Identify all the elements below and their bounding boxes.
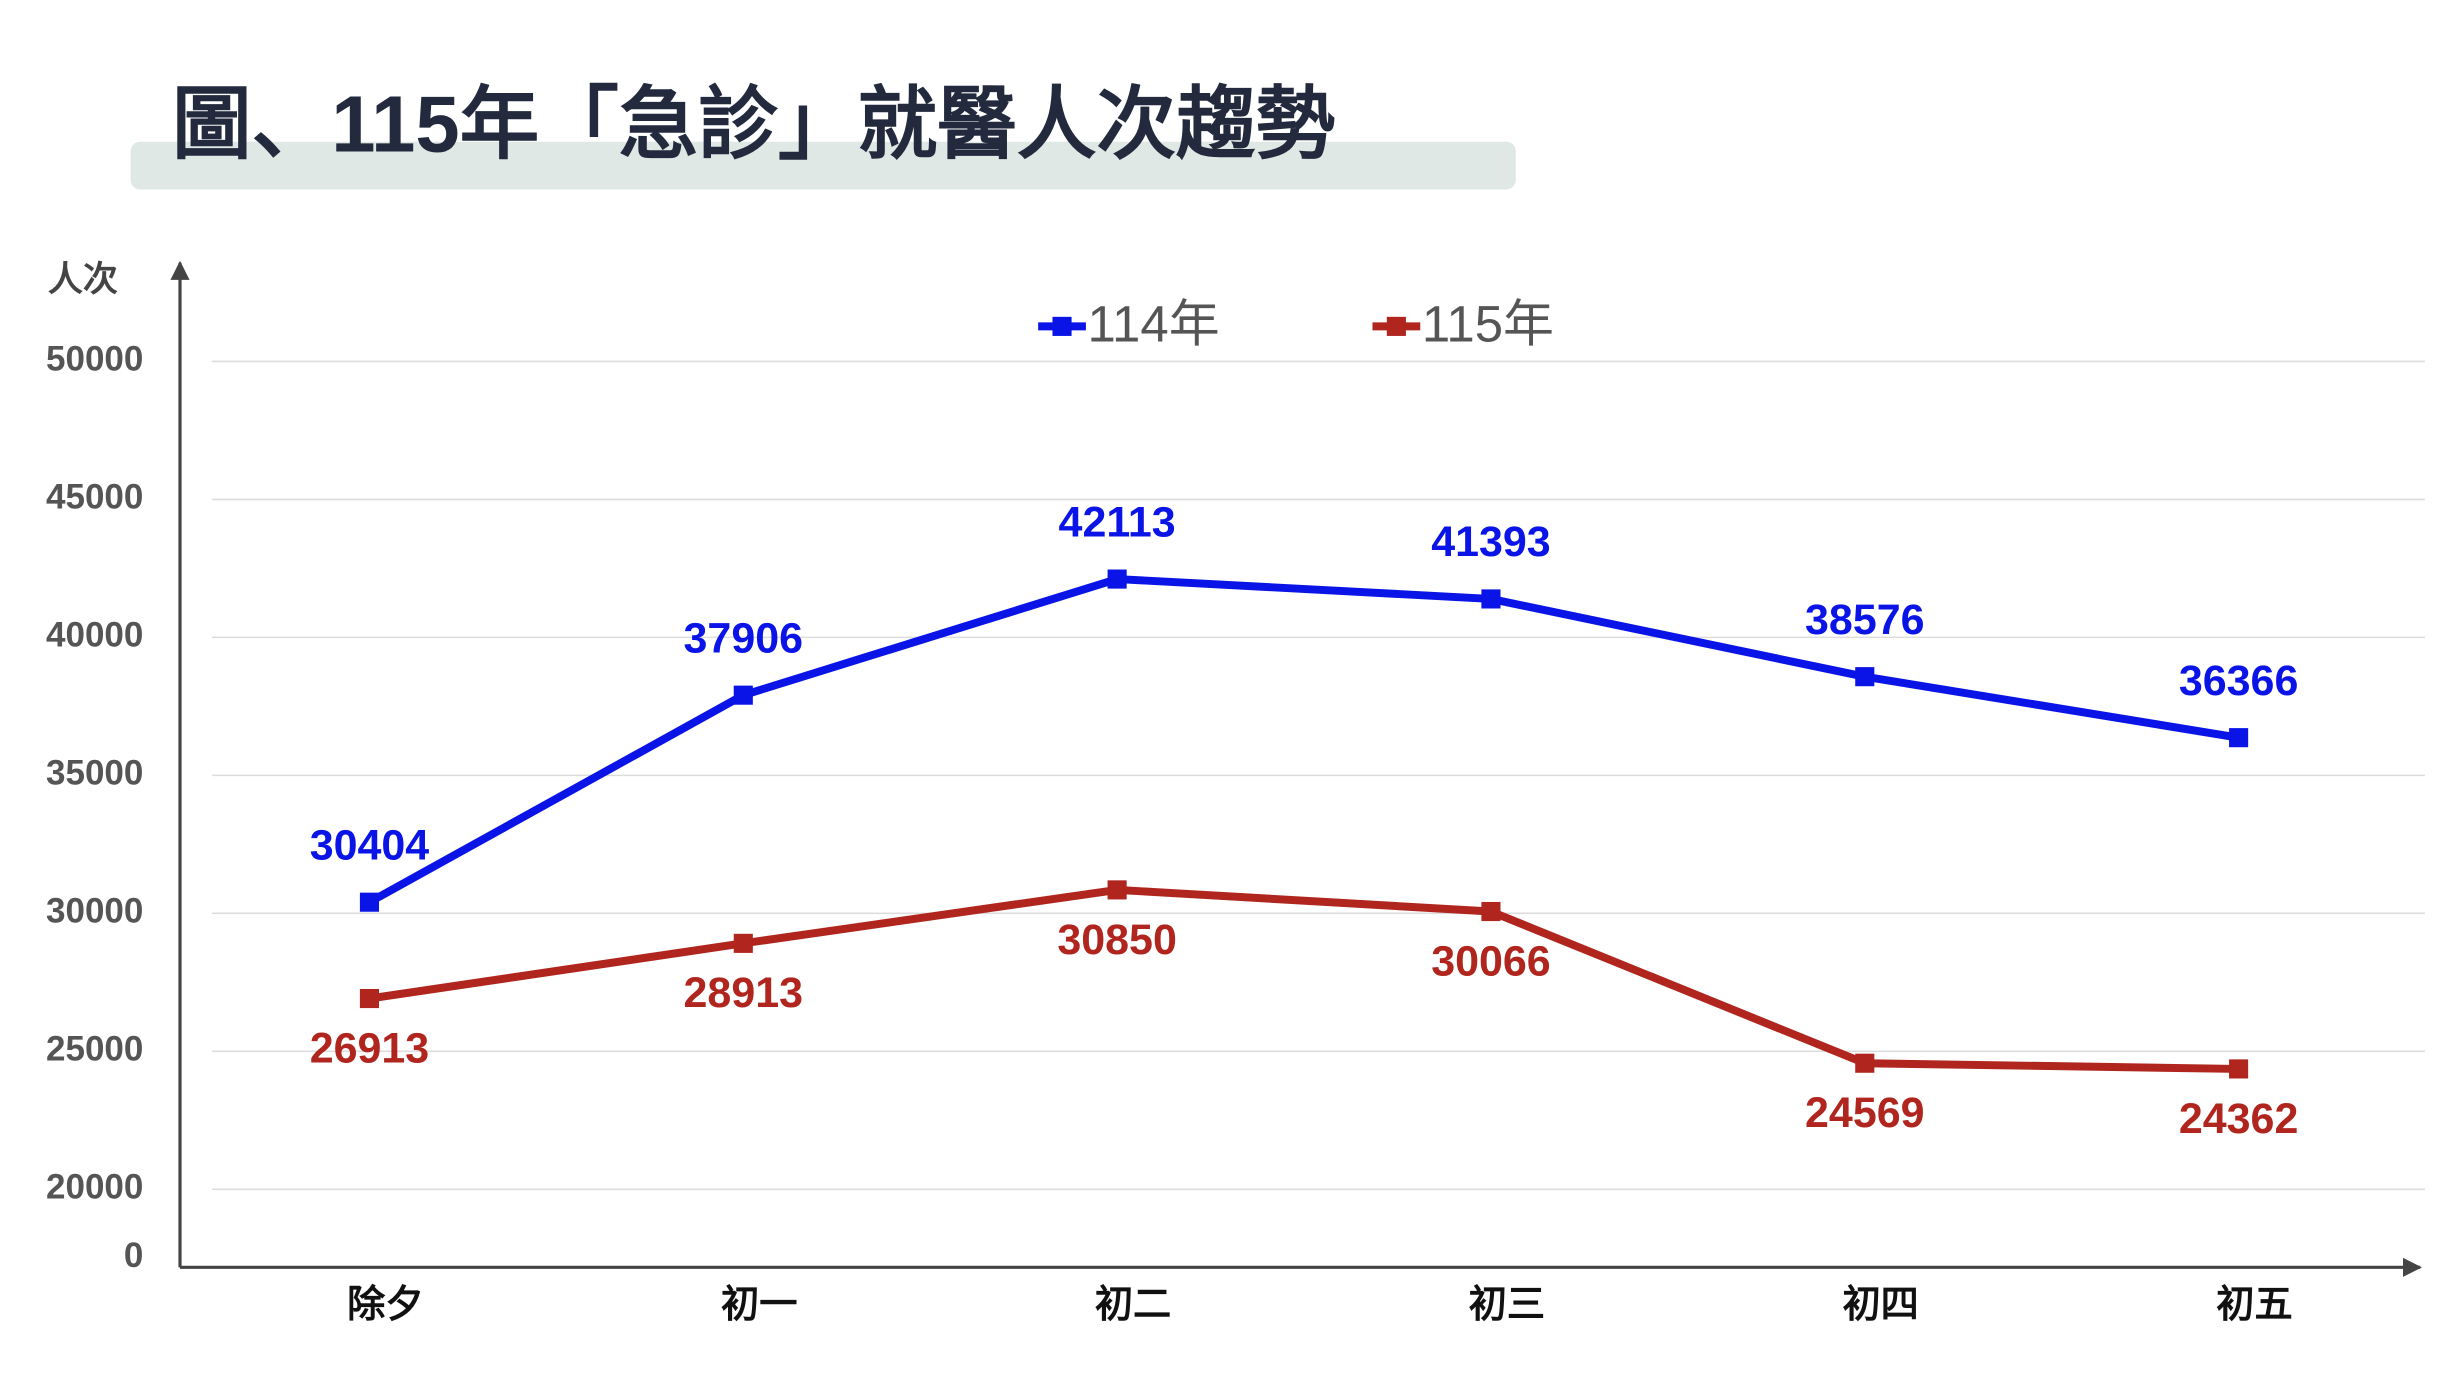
data-label: 30066 bbox=[1431, 937, 1551, 985]
point-marker bbox=[359, 892, 380, 912]
data-label: 30404 bbox=[310, 821, 430, 869]
data-label: 38576 bbox=[1805, 596, 1925, 644]
data-label: 30850 bbox=[1057, 916, 1177, 964]
data-label: 24569 bbox=[1805, 1089, 1925, 1137]
y-tick-label: 40000 bbox=[46, 616, 143, 655]
point-marker bbox=[1107, 880, 1127, 900]
point-marker bbox=[1855, 667, 1875, 687]
legend-marker bbox=[1386, 316, 1406, 336]
data-label: 37906 bbox=[684, 614, 804, 662]
data-label: 24362 bbox=[2179, 1095, 2299, 1143]
point-marker bbox=[733, 685, 753, 705]
legend-label: 114年 bbox=[1088, 295, 1220, 352]
x-tick-label: 初四 bbox=[1842, 1283, 1918, 1326]
legend-marker bbox=[1052, 316, 1072, 336]
point-marker bbox=[1855, 1053, 1875, 1073]
data-label: 26913 bbox=[310, 1024, 430, 1072]
point-marker bbox=[2229, 728, 2249, 748]
legend-label: 115年 bbox=[1422, 295, 1554, 352]
series-line bbox=[367, 575, 2240, 906]
series-line bbox=[368, 885, 2239, 1073]
x-tick-label: 初一 bbox=[721, 1283, 797, 1326]
x-tick-label: 初三 bbox=[1469, 1283, 1545, 1326]
chart-title: 圖、115年「急診」就醫人次趨勢 bbox=[172, 80, 1335, 169]
y-tick-label: 20000 bbox=[46, 1168, 143, 1207]
x-tick-label: 除夕 bbox=[347, 1283, 423, 1326]
y-tick-label: 0 bbox=[124, 1236, 143, 1275]
data-label: 42113 bbox=[1059, 498, 1176, 546]
title-highlight bbox=[130, 141, 1516, 190]
data-label: 28913 bbox=[684, 969, 804, 1017]
point-marker bbox=[733, 933, 753, 953]
y-tick-label: 25000 bbox=[46, 1030, 143, 1069]
point-marker bbox=[1107, 569, 1127, 589]
y-tick-label: 45000 bbox=[46, 478, 143, 517]
point-marker bbox=[359, 988, 380, 1009]
x-tick-label: 初五 bbox=[2216, 1283, 2292, 1326]
point-marker bbox=[1481, 901, 1501, 922]
y-axis-label: 人次 bbox=[48, 260, 118, 299]
x-tick-label: 初二 bbox=[1095, 1283, 1171, 1326]
y-tick-label: 30000 bbox=[46, 892, 143, 931]
point-marker bbox=[2229, 1059, 2249, 1079]
y-tick-label: 50000 bbox=[46, 340, 143, 379]
y-tick-label: 35000 bbox=[46, 754, 143, 793]
point-marker bbox=[1481, 589, 1501, 609]
data-label: 41393 bbox=[1431, 518, 1551, 566]
data-label: 36366 bbox=[2179, 657, 2299, 705]
